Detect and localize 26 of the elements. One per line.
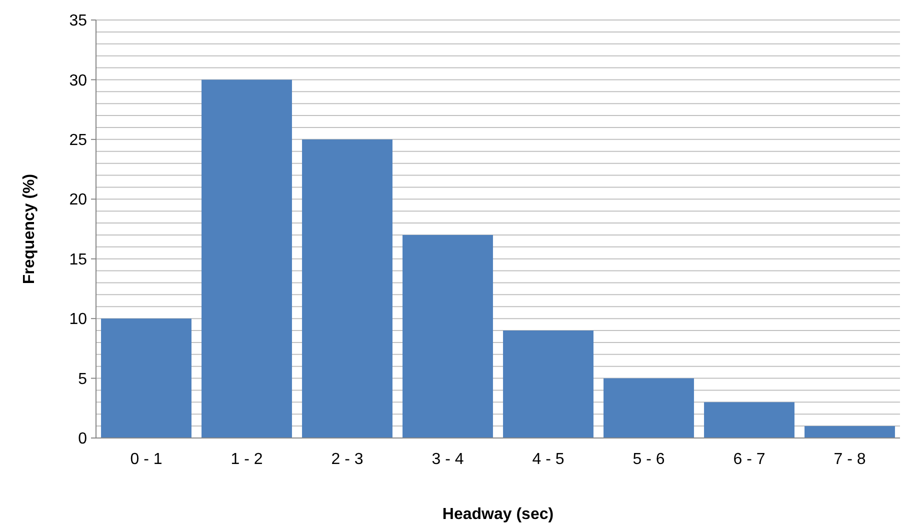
- x-tick-label: 1 - 2: [230, 451, 263, 468]
- y-tick-label: 10: [69, 311, 88, 328]
- y-tick-label: 25: [69, 132, 88, 150]
- x-tick-label: 2 - 3: [331, 451, 364, 468]
- bar: [503, 330, 594, 438]
- y-tick-label: 30: [69, 72, 88, 90]
- x-tick-label: 4 - 5: [532, 451, 564, 468]
- y-tick-label: 20: [69, 192, 88, 209]
- y-axis-title: Frequency (%): [21, 174, 38, 284]
- y-tick-label: 15: [69, 251, 88, 268]
- x-tick-label: 0 - 1: [130, 451, 162, 468]
- y-tick-label: 0: [78, 430, 88, 448]
- y-tick-label: 5: [78, 370, 88, 388]
- bar: [302, 139, 392, 438]
- x-tick-label: 6 - 7: [733, 451, 766, 468]
- bar: [804, 426, 895, 438]
- bar: [101, 318, 192, 438]
- x-axis-title: Headway (sec): [442, 506, 554, 523]
- bar: [202, 80, 292, 438]
- x-tick-label: 7 - 8: [834, 451, 866, 468]
- x-tick-label: 3 - 4: [432, 451, 464, 468]
- bar: [402, 234, 493, 438]
- bar: [704, 402, 794, 438]
- bar: [604, 378, 694, 438]
- x-tick-label: 5 - 6: [632, 451, 665, 468]
- y-tick-label: 35: [69, 12, 88, 30]
